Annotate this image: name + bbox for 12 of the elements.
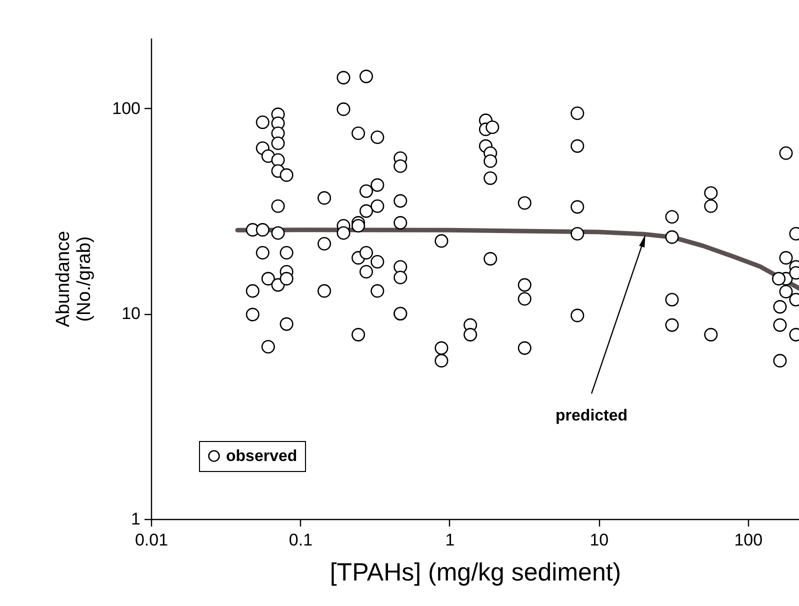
x-tick-label: 100 xyxy=(734,530,763,550)
y-tick-label: 100 xyxy=(112,98,140,118)
x-tick-label: 0.1 xyxy=(288,530,313,550)
y-tick-label: 1 xyxy=(131,510,140,528)
x-tick-label: 0.01 xyxy=(134,530,168,550)
legend-label: observed xyxy=(226,448,298,465)
x-axis-title: [TPAHs] (mg/kg sediment) xyxy=(330,558,622,586)
y-tick-label: 10 xyxy=(122,304,140,324)
text: predicted xyxy=(556,408,628,425)
x-tick-label: 1 xyxy=(445,530,455,550)
y-axis-title: Abundance (No./grab) xyxy=(53,230,96,328)
x-tick-label: 10 xyxy=(590,530,609,550)
